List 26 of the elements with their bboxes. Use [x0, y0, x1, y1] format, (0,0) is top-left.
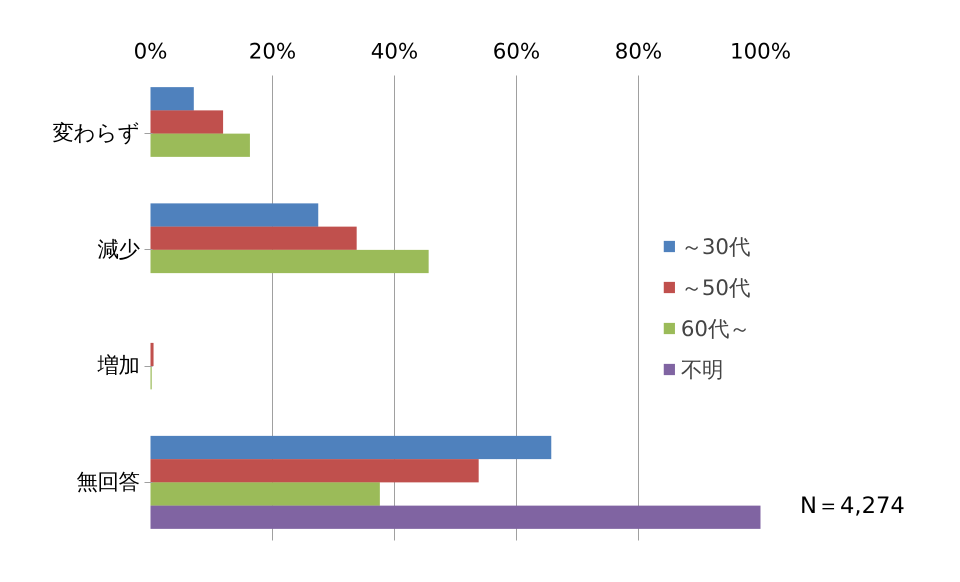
- bar: [150, 110, 224, 134]
- legend-label: 60代～: [680, 316, 750, 342]
- x-tick-label: 0%: [134, 40, 168, 64]
- bar: [150, 87, 194, 110]
- legend-label: 不明: [680, 356, 723, 384]
- y-tick-label: 減少: [98, 237, 140, 262]
- x-tick-label: 40%: [370, 40, 418, 64]
- y-tick-label: 無回答: [76, 470, 140, 495]
- bar: [150, 250, 429, 274]
- x-tick-label: 100%: [730, 40, 791, 64]
- y-tick-label: 変わらず: [52, 121, 140, 146]
- bar: [150, 482, 380, 506]
- bar: [150, 506, 760, 529]
- bar: [150, 134, 250, 157]
- bar: [150, 203, 318, 227]
- x-tick-label: 80%: [614, 40, 662, 64]
- bar: [150, 226, 357, 250]
- x-tick-label: 20%: [248, 40, 296, 64]
- bar: [150, 342, 154, 366]
- legend-label: ～50代: [680, 274, 750, 302]
- y-tick-label: 増加: [96, 354, 140, 379]
- bar: [150, 436, 552, 460]
- x-tick-label: 60%: [492, 40, 540, 64]
- text: N＝4,274: [800, 492, 905, 521]
- bar: [150, 459, 479, 482]
- legend-label: ～30代: [680, 234, 750, 260]
